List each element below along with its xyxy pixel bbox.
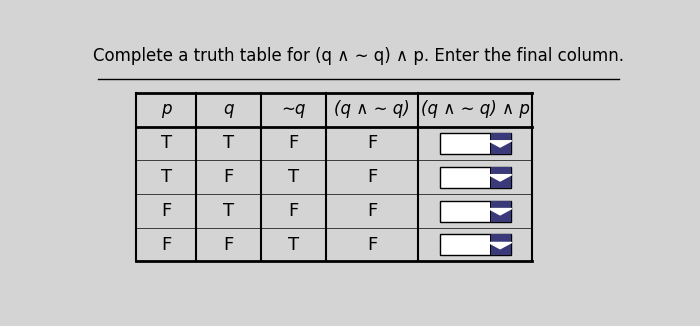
Bar [440,200,511,222]
Text: T: T [288,236,299,254]
Bar [489,133,511,154]
Text: F: F [288,202,299,220]
Text: p: p [161,100,172,118]
Text: (q ∧ ∼ q): (q ∧ ∼ q) [335,100,410,118]
Text: T: T [160,168,172,186]
Polygon shape [489,141,512,147]
Text: T: T [223,134,234,152]
Text: F: F [368,236,377,254]
Text: F: F [368,202,377,220]
Text: q: q [223,100,234,118]
Text: T: T [223,202,234,220]
Bar [440,167,511,188]
Text: F: F [161,236,172,254]
Bar [489,167,511,188]
Text: (q ∧ ∼ q) ∧ p: (q ∧ ∼ q) ∧ p [421,100,530,118]
Text: F: F [223,168,234,186]
Text: ∼q: ∼q [281,100,306,118]
Polygon shape [489,243,512,249]
Polygon shape [489,175,512,181]
Bar [489,200,511,222]
Bar [440,133,511,154]
Text: F: F [223,236,234,254]
Text: F: F [368,168,377,186]
Bar [440,234,511,256]
Text: T: T [288,168,299,186]
Text: T: T [160,134,172,152]
Bar [489,234,511,256]
Text: F: F [288,134,299,152]
Text: F: F [368,134,377,152]
Text: Complete a truth table for (q ∧ ∼ q) ∧ p. Enter the final column.: Complete a truth table for (q ∧ ∼ q) ∧ p… [93,47,624,65]
Text: F: F [161,202,172,220]
Polygon shape [489,209,512,215]
